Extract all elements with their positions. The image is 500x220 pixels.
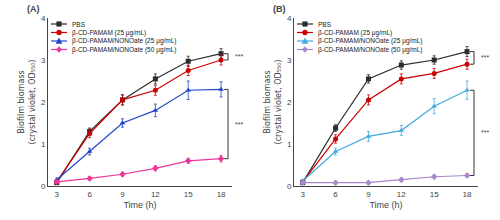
svg-text:***: ***: [235, 121, 243, 128]
svg-text:18: 18: [463, 190, 472, 199]
svg-text:Time (h): Time (h): [369, 200, 402, 210]
svg-text:(B): (B): [273, 4, 286, 14]
svg-text:3: 3: [41, 56, 46, 65]
svg-text:β-CD-PAMAM/NONOate (50 μg/mL): β-CD-PAMAM/NONOate (50 μg/mL): [72, 46, 177, 54]
svg-text:***: ***: [481, 129, 489, 136]
svg-text:3: 3: [287, 56, 292, 65]
svg-text:4: 4: [41, 14, 46, 23]
svg-text:9: 9: [366, 190, 371, 199]
svg-text:12: 12: [397, 190, 406, 199]
svg-text:3: 3: [55, 190, 60, 199]
svg-text:(A): (A): [27, 4, 40, 14]
svg-text:18: 18: [217, 190, 226, 199]
svg-text:6: 6: [333, 190, 338, 199]
svg-text:PBS: PBS: [72, 21, 86, 28]
svg-text:β-CD-PAMAM (25 μg/mL): β-CD-PAMAM (25 μg/mL): [318, 29, 392, 37]
svg-text:3: 3: [300, 190, 305, 199]
svg-text:1: 1: [287, 140, 292, 149]
svg-text:15: 15: [184, 190, 193, 199]
svg-text:Biofilm biomass(crystal violet: Biofilm biomass(crystal violet, OD₅₅₀): [17, 60, 36, 145]
svg-text:4: 4: [287, 14, 292, 23]
svg-text:Biofilm biomass(crystal violet: Biofilm biomass(crystal violet, OD₅₅₀): [263, 60, 282, 145]
svg-text:0: 0: [287, 182, 292, 191]
svg-text:2: 2: [287, 98, 292, 107]
svg-text:15: 15: [430, 190, 439, 199]
svg-text:2: 2: [41, 98, 46, 107]
svg-text:***: ***: [235, 53, 243, 60]
svg-text:β-CD-PAMAM (25 μg/mL): β-CD-PAMAM (25 μg/mL): [72, 29, 146, 37]
svg-text:β-CD-PAMAM/NONOate (25 μg/mL): β-CD-PAMAM/NONOate (25 μg/mL): [318, 37, 423, 45]
svg-text:***: ***: [481, 54, 489, 61]
svg-text:6: 6: [87, 190, 92, 199]
svg-text:12: 12: [151, 190, 160, 199]
svg-text:1: 1: [41, 140, 46, 149]
svg-text:9: 9: [120, 190, 125, 199]
svg-text:β-CD-PAMAM/NONOate (25 μg/mL): β-CD-PAMAM/NONOate (25 μg/mL): [72, 37, 177, 45]
svg-text:0: 0: [41, 182, 46, 191]
svg-text:PBS: PBS: [318, 21, 332, 28]
svg-text:Time (h): Time (h): [123, 200, 156, 210]
svg-text:β-CD-PAMAM/NONOate (50 μg/mL): β-CD-PAMAM/NONOate (50 μg/mL): [318, 46, 423, 54]
